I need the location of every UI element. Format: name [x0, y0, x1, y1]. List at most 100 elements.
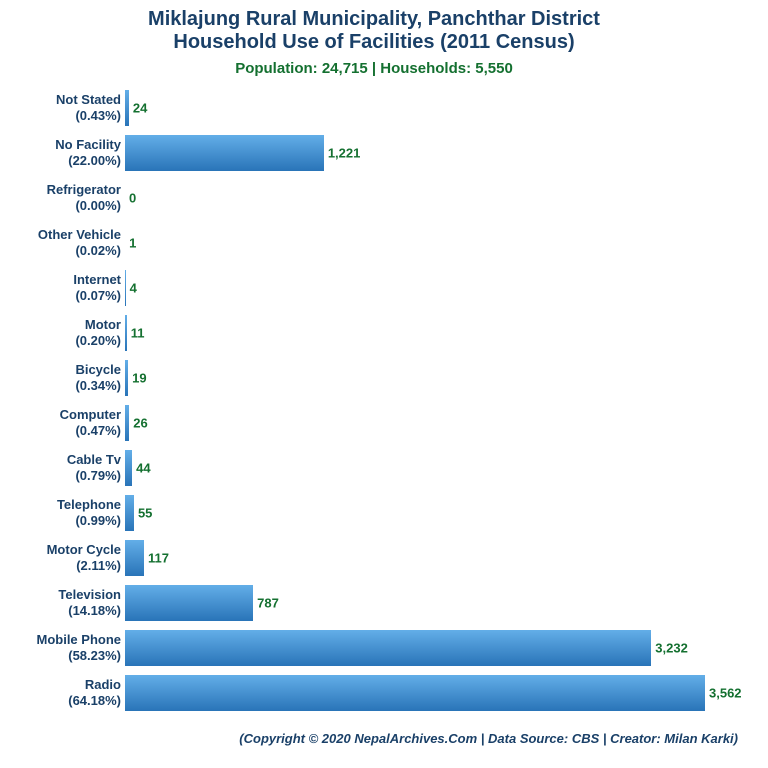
bar	[125, 450, 132, 486]
bar-value-label: 1,221	[328, 145, 361, 160]
category-label: Motor(0.20%)	[10, 317, 125, 348]
category-name: Bicycle	[10, 362, 121, 378]
bar-track: 1	[125, 225, 738, 261]
category-label: Telephone(0.99%)	[10, 497, 125, 528]
category-label: Internet(0.07%)	[10, 272, 125, 303]
bar-track: 19	[125, 360, 738, 396]
category-label: Bicycle(0.34%)	[10, 362, 125, 393]
bar-value-label: 11	[131, 325, 145, 340]
category-name: Not Stated	[10, 92, 121, 108]
bar	[125, 90, 129, 126]
category-name: Motor Cycle	[10, 542, 121, 558]
bar	[125, 135, 324, 171]
chart-row: Bicycle(0.34%)19	[125, 355, 738, 400]
category-percent: (58.23%)	[10, 648, 121, 664]
category-label: Computer(0.47%)	[10, 407, 125, 438]
chart-row: Telephone(0.99%)55	[125, 490, 738, 535]
bar	[125, 540, 144, 576]
category-percent: (14.18%)	[10, 603, 121, 619]
bar	[125, 405, 129, 441]
chart-row: Refrigerator(0.00%)0	[125, 175, 738, 220]
chart-row: Motor(0.20%)11	[125, 310, 738, 355]
chart-row: Radio(64.18%)3,562	[125, 670, 738, 715]
bar-value-label: 0	[129, 190, 136, 205]
category-percent: (0.43%)	[10, 108, 121, 124]
bar-track: 55	[125, 495, 738, 531]
category-name: Cable Tv	[10, 452, 121, 468]
bar	[125, 630, 651, 666]
chart-row: Computer(0.47%)26	[125, 400, 738, 445]
bar-track: 44	[125, 450, 738, 486]
category-name: Other Vehicle	[10, 227, 121, 243]
chart-subtitle: Population: 24,715 | Households: 5,550	[10, 60, 738, 77]
category-label: No Facility(22.00%)	[10, 137, 125, 168]
category-name: Radio	[10, 677, 121, 693]
category-label: Television(14.18%)	[10, 587, 125, 618]
bar-value-label: 19	[132, 370, 146, 385]
chart-title-line1: Miklajung Rural Municipality, Panchthar …	[10, 8, 738, 31]
chart-footer: (Copyright © 2020 NepalArchives.Com | Da…	[239, 731, 738, 746]
bars-area: Not Stated(0.43%)24No Facility(22.00%)1,…	[125, 85, 738, 717]
chart-row: Television(14.18%)787	[125, 580, 738, 625]
bar-value-label: 24	[133, 100, 147, 115]
category-name: No Facility	[10, 137, 121, 153]
category-name: Television	[10, 587, 121, 603]
category-percent: (0.79%)	[10, 468, 121, 484]
bar-track: 4	[125, 270, 738, 306]
category-label: Other Vehicle(0.02%)	[10, 227, 125, 258]
category-label: Not Stated(0.43%)	[10, 92, 125, 123]
bar-value-label: 117	[148, 550, 169, 565]
bar-track: 787	[125, 585, 738, 621]
category-percent: (64.18%)	[10, 693, 121, 709]
category-label: Cable Tv(0.79%)	[10, 452, 125, 483]
bar-track: 11	[125, 315, 738, 351]
bar-track: 117	[125, 540, 738, 576]
category-percent: (0.99%)	[10, 513, 121, 529]
category-percent: (0.20%)	[10, 333, 121, 349]
chart-row: No Facility(22.00%)1,221	[125, 130, 738, 175]
category-percent: (0.47%)	[10, 423, 121, 439]
bar	[125, 270, 126, 306]
chart-row: Other Vehicle(0.02%)1	[125, 220, 738, 265]
bar-track: 3,562	[125, 675, 738, 711]
bar-value-label: 26	[133, 415, 147, 430]
chart-row: Mobile Phone(58.23%)3,232	[125, 625, 738, 670]
category-name: Motor	[10, 317, 121, 333]
chart-row: Not Stated(0.43%)24	[125, 85, 738, 130]
category-percent: (0.34%)	[10, 378, 121, 394]
bar-value-label: 3,232	[655, 640, 688, 655]
bar-track: 24	[125, 90, 738, 126]
chart-row: Motor Cycle(2.11%)117	[125, 535, 738, 580]
category-label: Refrigerator(0.00%)	[10, 182, 125, 213]
bar-value-label: 44	[136, 460, 150, 475]
chart-title-line2: Household Use of Facilities (2011 Census…	[10, 31, 738, 54]
bar-track: 1,221	[125, 135, 738, 171]
category-label: Mobile Phone(58.23%)	[10, 632, 125, 663]
category-label: Radio(64.18%)	[10, 677, 125, 708]
chart-row: Cable Tv(0.79%)44	[125, 445, 738, 490]
chart-container: Miklajung Rural Municipality, Panchthar …	[0, 0, 768, 768]
category-name: Refrigerator	[10, 182, 121, 198]
category-percent: (22.00%)	[10, 153, 121, 169]
bar	[125, 315, 127, 351]
category-percent: (0.07%)	[10, 288, 121, 304]
bar-value-label: 1	[129, 235, 136, 250]
category-name: Mobile Phone	[10, 632, 121, 648]
chart-row: Internet(0.07%)4	[125, 265, 738, 310]
bar-value-label: 55	[138, 505, 152, 520]
bar	[125, 585, 253, 621]
bar-track: 0	[125, 180, 738, 216]
category-label: Motor Cycle(2.11%)	[10, 542, 125, 573]
bar-value-label: 3,562	[709, 685, 742, 700]
bar	[125, 360, 128, 396]
bar	[125, 675, 705, 711]
category-name: Telephone	[10, 497, 121, 513]
bar-value-label: 4	[130, 280, 137, 295]
category-name: Computer	[10, 407, 121, 423]
bar-track: 3,232	[125, 630, 738, 666]
category-percent: (0.02%)	[10, 243, 121, 259]
bar-value-label: 787	[257, 595, 279, 610]
category-percent: (0.00%)	[10, 198, 121, 214]
bar-track: 26	[125, 405, 738, 441]
bar	[125, 495, 134, 531]
